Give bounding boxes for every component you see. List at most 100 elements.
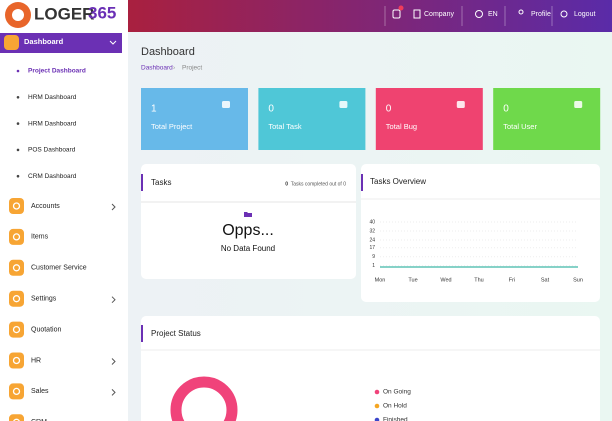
breadcrumb-item: Project xyxy=(182,65,202,72)
logo-gear-hole xyxy=(12,9,24,21)
legend-swatch xyxy=(374,417,380,421)
menu-icon xyxy=(9,290,24,307)
y-tick-label: 24 xyxy=(369,237,375,243)
stat-value: 0 xyxy=(503,104,509,115)
x-tick-label: Tue xyxy=(408,277,417,283)
legend-swatch xyxy=(374,403,380,409)
submenu-item[interactable]: HRM Dashboard xyxy=(28,120,77,127)
x-tick-label: Wed xyxy=(440,277,451,283)
stat-label: Total User xyxy=(503,122,537,131)
menu-icon xyxy=(9,414,24,421)
bullet xyxy=(16,122,20,125)
chevron xyxy=(109,40,117,45)
header xyxy=(128,0,612,32)
menu-icon-glyph xyxy=(12,295,21,303)
bullet xyxy=(16,96,20,99)
submenu-item[interactable]: Project Dashboard xyxy=(28,68,86,75)
menu-icon xyxy=(9,228,24,245)
menu-item[interactable]: Accounts xyxy=(31,203,60,210)
menu-icon-glyph xyxy=(12,387,21,396)
bullet xyxy=(16,69,20,73)
stat-card xyxy=(493,88,601,150)
logo-brand: LOGER xyxy=(34,4,94,23)
tasks-completed: Tasks completed out of 0 xyxy=(291,181,347,187)
folder-icon xyxy=(244,212,252,217)
menu-item[interactable]: Settings xyxy=(31,296,57,303)
menu-icon xyxy=(9,352,24,369)
stat-label: Total Bug xyxy=(386,122,417,131)
language-link[interactable]: EN xyxy=(488,11,498,18)
stat-value: 0 xyxy=(386,104,392,115)
chevron xyxy=(111,358,116,365)
menu-icon-glyph xyxy=(12,356,21,365)
stat-icon xyxy=(339,101,348,108)
submenu-item[interactable]: CRM Dashboard xyxy=(28,173,77,180)
stat-icon xyxy=(456,101,465,108)
menu-item[interactable]: Items xyxy=(31,234,49,241)
notification-icon[interactable] xyxy=(392,9,401,19)
line-chart: 1 9 17 24 32 40 Mon Tue Wed Thu Fri Sat Sun xyxy=(369,219,582,283)
company-link[interactable]: Company xyxy=(424,11,454,18)
x-tick-label: Sun xyxy=(573,277,583,283)
legend-label: On Going xyxy=(383,389,411,396)
logo-number: 365 xyxy=(88,3,116,22)
menu-icon xyxy=(9,259,24,276)
menu-icon xyxy=(9,198,24,214)
donut-chart: On Going On Hold Finished xyxy=(170,376,411,421)
menu-icon xyxy=(9,321,24,338)
status-card xyxy=(141,316,600,421)
stat-icon xyxy=(574,101,583,108)
stat-value: 1 xyxy=(151,104,157,115)
x-tick-label: Thu xyxy=(474,277,483,283)
menu-item[interactable]: Sales xyxy=(31,388,49,395)
menu-item[interactable]: Customer Service xyxy=(31,265,87,272)
language-icon xyxy=(475,10,483,18)
menu-icon-glyph xyxy=(12,202,21,210)
card-title: Project Status xyxy=(151,329,201,338)
menu-icon xyxy=(4,35,19,50)
chevron xyxy=(111,203,116,211)
empty-title: Opps... xyxy=(222,222,274,239)
page-title: Dashboard xyxy=(141,46,195,58)
y-tick-label: 1 xyxy=(372,263,375,269)
stat-label: Total Task xyxy=(268,122,301,131)
logout-icon xyxy=(560,10,568,18)
menu-item[interactable]: CRM xyxy=(31,419,47,421)
x-tick-label: Sat xyxy=(541,277,550,283)
donut-segment xyxy=(170,376,238,421)
breadcrumb-item[interactable]: Dashboard xyxy=(141,65,173,72)
bullet xyxy=(16,174,20,178)
card-title: Tasks Overview xyxy=(370,177,426,186)
legend-swatch xyxy=(374,389,380,395)
stat-cards: 1 Total Project 0 Total Task 0 Total Bug 0 Tota… xyxy=(141,88,601,150)
menu-item[interactable]: Quotation xyxy=(31,326,61,333)
empty-text: No Data Found xyxy=(221,244,275,253)
y-tick-label: 17 xyxy=(369,245,375,251)
x-tick-label: Fri xyxy=(509,277,515,283)
logout-link[interactable]: Logout xyxy=(574,11,595,18)
card-accent xyxy=(141,325,143,342)
y-tick-label: 32 xyxy=(369,228,375,234)
submenu-item[interactable]: POS Dashboard xyxy=(28,147,76,154)
profile-link[interactable]: Profile xyxy=(531,11,551,18)
stat-card xyxy=(141,88,248,150)
stat-card xyxy=(258,88,366,150)
company-icon xyxy=(413,9,421,19)
notification-badge xyxy=(398,5,404,11)
tasks-count: 0 xyxy=(285,181,288,187)
stat-icon xyxy=(222,101,230,108)
card-accent xyxy=(361,174,363,191)
menu-icon-glyph xyxy=(12,264,21,272)
stat-value: 0 xyxy=(268,104,274,115)
active-menu[interactable] xyxy=(0,33,122,53)
profile-icon xyxy=(518,9,524,15)
tasks-card xyxy=(141,164,356,279)
menu-icon-glyph xyxy=(12,325,21,334)
chevron xyxy=(111,389,116,396)
menu-item[interactable]: HR xyxy=(31,357,41,364)
card-accent xyxy=(141,174,143,191)
legend-label: Finished xyxy=(383,417,408,421)
submenu-item[interactable]: HRM Dashboard xyxy=(28,94,77,101)
